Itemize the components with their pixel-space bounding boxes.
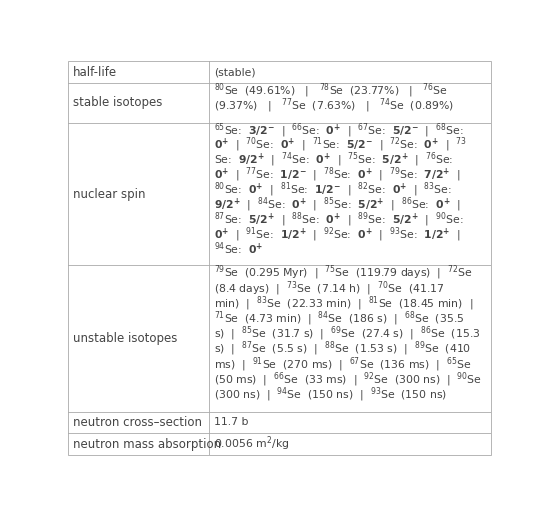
Text: $\mathbf{0^{+}}$  |  $^{70}$Se:  $\mathbf{0^{+}}$  |  $^{71}$Se:  $\mathbf{5/2^{: $\mathbf{0^{+}}$ | $^{70}$Se: $\mathbf{0… bbox=[214, 136, 467, 154]
Text: (stable): (stable) bbox=[214, 67, 256, 77]
Text: $^{65}$Se:  $\mathbf{3/2^{-}}$  |  $^{66}$Se:  $\mathbf{0^{+}}$  |  $^{67}$Se:  : $^{65}$Se: $\mathbf{3/2^{-}}$ | $^{66}$S… bbox=[214, 121, 464, 140]
Text: (300 ns)  |  $^{94}$Se  (150 ns)  |  $^{93}$Se  (150 ns): (300 ns) | $^{94}$Se (150 ns) | $^{93}$S… bbox=[214, 386, 447, 404]
Text: $\mathbf{0^{+}}$  |  $^{91}$Se:  $\mathbf{1/2^{+}}$  |  $^{92}$Se:  $\mathbf{0^{: $\mathbf{0^{+}}$ | $^{91}$Se: $\mathbf{1… bbox=[214, 225, 461, 244]
Text: $\mathbf{0^{+}}$  |  $^{77}$Se:  $\mathbf{1/2^{-}}$  |  $^{78}$Se:  $\mathbf{0^{: $\mathbf{0^{+}}$ | $^{77}$Se: $\mathbf{1… bbox=[214, 166, 461, 184]
Text: $^{80}$Se:  $\mathbf{0^{+}}$  |  $^{81}$Se:  $\mathbf{1/2^{-}}$  |  $^{82}$Se:  : $^{80}$Se: $\mathbf{0^{+}}$ | $^{81}$Se:… bbox=[214, 180, 452, 199]
Text: $^{87}$Se:  $\mathbf{5/2^{+}}$  |  $^{88}$Se:  $\mathbf{0^{+}}$  |  $^{89}$Se:  : $^{87}$Se: $\mathbf{5/2^{+}}$ | $^{88}$S… bbox=[214, 210, 464, 228]
Text: (9.37%)   |   $^{77}$Se  (7.63%)   |   $^{74}$Se  (0.89%): (9.37%) | $^{77}$Se (7.63%) | $^{74}$Se … bbox=[214, 97, 454, 115]
Text: $\mathbf{9/2^{+}}$  |  $^{84}$Se:  $\mathbf{0^{+}}$  |  $^{85}$Se:  $\mathbf{5/2: $\mathbf{9/2^{+}}$ | $^{84}$Se: $\mathbf… bbox=[214, 195, 461, 214]
Text: unstable isotopes: unstable isotopes bbox=[73, 332, 177, 345]
Text: neutron mass absorption: neutron mass absorption bbox=[73, 437, 222, 451]
Text: half-life: half-life bbox=[73, 65, 117, 79]
Text: $^{94}$Se:  $\mathbf{0^{+}}$: $^{94}$Se: $\mathbf{0^{+}}$ bbox=[214, 241, 264, 258]
Text: Se:  $\mathbf{9/2^{+}}$  |  $^{74}$Se:  $\mathbf{0^{+}}$  |  $^{75}$Se:  $\mathb: Se: $\mathbf{9/2^{+}}$ | $^{74}$Se: $\ma… bbox=[214, 151, 454, 169]
Text: min)  |  $^{83}$Se  (22.33 min)  |  $^{81}$Se  (18.45 min)  |: min) | $^{83}$Se (22.33 min) | $^{81}$Se… bbox=[214, 294, 473, 313]
Text: (50 ms)  |  $^{66}$Se  (33 ms)  |  $^{92}$Se  (300 ns)  |  $^{90}$Se: (50 ms) | $^{66}$Se (33 ms) | $^{92}$Se … bbox=[214, 370, 482, 389]
Text: s)  |  $^{85}$Se  (31.7 s)  |  $^{69}$Se  (27.4 s)  |  $^{86}$Se  (15.3: s) | $^{85}$Se (31.7 s) | $^{69}$Se (27.… bbox=[214, 324, 480, 343]
Text: 0.0056 m$^{2}$/kg: 0.0056 m$^{2}$/kg bbox=[214, 435, 289, 453]
Text: s)  |  $^{87}$Se  (5.5 s)  |  $^{88}$Se  (1.53 s)  |  $^{89}$Se  (410: s) | $^{87}$Se (5.5 s) | $^{88}$Se (1.53… bbox=[214, 340, 472, 359]
Text: $^{79}$Se  (0.295 Myr)  |  $^{75}$Se  (119.79 days)  |  $^{72}$Se: $^{79}$Se (0.295 Myr) | $^{75}$Se (119.7… bbox=[214, 264, 473, 282]
Text: stable isotopes: stable isotopes bbox=[73, 97, 163, 109]
Text: $^{71}$Se  (4.73 min)  |  $^{84}$Se  (186 s)  |  $^{68}$Se  (35.5: $^{71}$Se (4.73 min) | $^{84}$Se (186 s)… bbox=[214, 309, 465, 328]
Text: ms)  |  $^{91}$Se  (270 ms)  |  $^{67}$Se  (136 ms)  |  $^{65}$Se: ms) | $^{91}$Se (270 ms) | $^{67}$Se (13… bbox=[214, 355, 472, 374]
Text: $^{80}$Se  (49.61%)   |   $^{78}$Se  (23.77%)   |   $^{76}$Se: $^{80}$Se (49.61%) | $^{78}$Se (23.77%) … bbox=[214, 81, 448, 100]
Text: neutron cross–section: neutron cross–section bbox=[73, 416, 203, 429]
Text: 11.7 b: 11.7 b bbox=[214, 417, 249, 427]
Text: nuclear spin: nuclear spin bbox=[73, 188, 146, 201]
Text: (8.4 days)  |  $^{73}$Se  (7.14 h)  |  $^{70}$Se  (41.17: (8.4 days) | $^{73}$Se (7.14 h) | $^{70}… bbox=[214, 279, 445, 297]
